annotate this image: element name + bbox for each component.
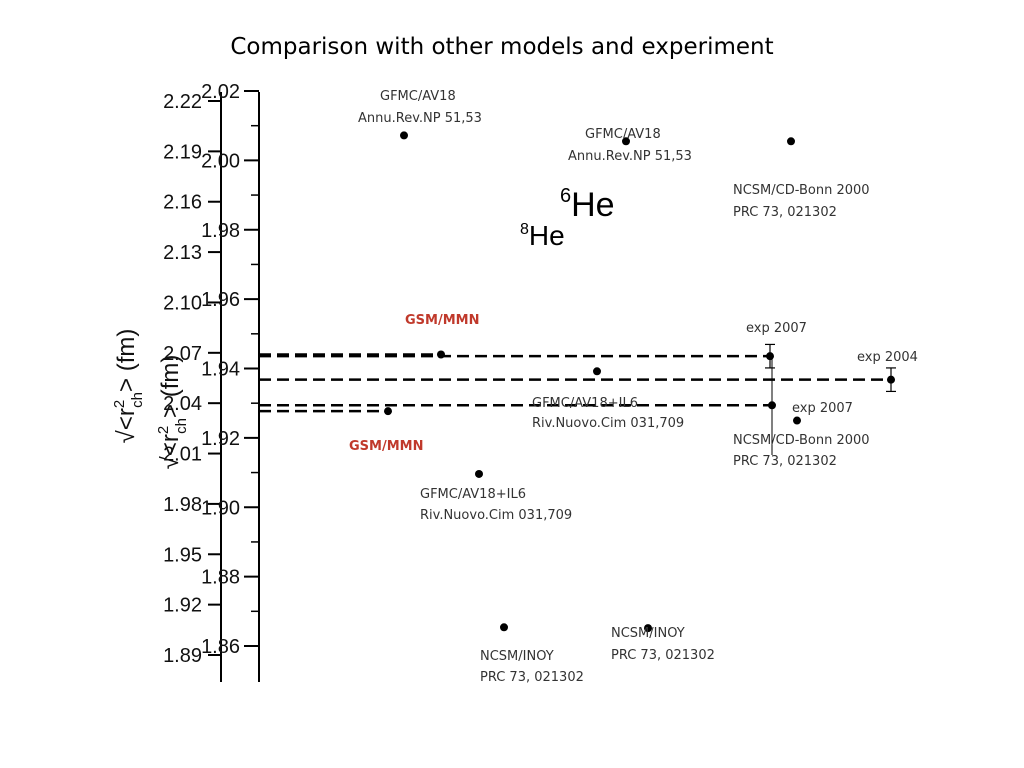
svg-text:√<r2ch> (fm): √<r2ch> (fm) — [111, 329, 146, 444]
y-axis-label-8he: √<r2ch> (fm) — [155, 355, 190, 470]
label-6he-gsm-mmn: GSM/MMN — [405, 313, 479, 328]
label-8he-gfmc-av18-ref: Annu.Rev.NP 51,53 — [358, 111, 482, 126]
label-6he-ncsm-cdbonn-ref: PRC 73, 021302 — [733, 205, 837, 220]
label-6he-gfmc-av18-ref: Annu.Rev.NP 51,53 — [568, 149, 692, 164]
isotope-6he-label: 6He — [560, 185, 615, 224]
point-6he-ncsm-cdbonn — [787, 137, 795, 146]
tick-label-6he: 2.16 — [163, 192, 202, 214]
label-6he-exp2004: exp 2004 — [857, 350, 918, 365]
isotope-6he-mass: 6 — [560, 185, 571, 207]
label-8he-ncsm-inoy-ref: PRC 73, 021302 — [480, 670, 584, 685]
label-6he-gfmc-il6: GFMC/AV18+IL6 — [532, 396, 638, 411]
label-6he-gfmc-il6-ref: Riv.Nuovo.Cim 031,709 — [532, 416, 684, 431]
tick-label-6he: 2.13 — [163, 242, 202, 264]
tick-label-8he: 1.88 — [201, 567, 240, 589]
tick-label-6he: 1.89 — [163, 645, 202, 667]
point-8he-ncsm-cdbonn — [793, 416, 801, 425]
point-6he-exp2007 — [766, 352, 774, 361]
tick-label-6he: 2.19 — [163, 141, 202, 163]
point-8he-gfmc-av18-il6 — [475, 469, 483, 478]
label-6he-gfmc-av18: GFMC/AV18 — [585, 127, 661, 142]
isotope-8he-label: 8He — [520, 220, 565, 251]
label-8he-gfmc-il6: GFMC/AV18+IL6 — [420, 487, 526, 502]
tick-label-8he: 1.90 — [201, 497, 240, 519]
label-6he-ncsm-cdbonn: NCSM/CD-Bonn 2000 — [733, 183, 870, 198]
page-title: Comparison with other models and experim… — [230, 34, 774, 60]
svg-text:√<r2ch> (fm): √<r2ch> (fm) — [155, 355, 190, 470]
point-8he-gfmc-av18 — [400, 131, 408, 140]
tick-label-6he: 2.10 — [163, 292, 202, 314]
tick-label-6he: 1.92 — [163, 595, 202, 617]
tick-label-6he: 1.98 — [163, 494, 202, 516]
label-8he-ncsm-cdbonn-ref: PRC 73, 021302 — [733, 454, 837, 469]
point-6he-gfmc-av18-il6 — [593, 367, 601, 376]
label-6he-exp2007: exp 2007 — [746, 321, 807, 336]
tick-label-8he: 1.94 — [201, 359, 240, 381]
tick-label-8he: 1.86 — [201, 636, 240, 658]
label-8he-gfmc-il6-ref: Riv.Nuovo.Cim 031,709 — [420, 508, 572, 523]
point-8he-exp2007 — [768, 401, 776, 410]
point-6he-gfmc-av18 — [622, 137, 630, 146]
tick-label-8he: 1.96 — [201, 289, 240, 311]
point-8he-ncsm-inoy — [500, 623, 508, 632]
label-6he-ncsm-inoy-ref: PRC 73, 021302 — [611, 648, 715, 663]
label-8he-ncsm-inoy: NCSM/INOY — [480, 649, 554, 664]
label-8he-exp2007: exp 2007 — [792, 401, 853, 416]
point-8he-gsm-mmn — [384, 407, 392, 416]
point-6he-ncsm-inoy — [644, 624, 652, 633]
point-6he-exp2004 — [887, 375, 895, 384]
point-6he-gsm-mmn — [437, 350, 445, 359]
tick-label-6he: 2.01 — [163, 444, 202, 466]
isotope-8he-mass: 8 — [520, 221, 529, 238]
tick-label-8he: 2.02 — [201, 81, 240, 103]
tick-label-6he: 2.04 — [163, 393, 202, 415]
tick-label-6he: 2.22 — [163, 91, 202, 113]
tick-label-6he: 2.07 — [163, 343, 202, 365]
label-8he-gsm-mmn: GSM/MMN — [349, 439, 423, 454]
label-8he-ncsm-cdbonn: NCSM/CD-Bonn 2000 — [733, 433, 870, 448]
tick-label-8he: 2.00 — [201, 150, 240, 172]
tick-label-8he: 1.98 — [201, 220, 240, 242]
label-8he-gfmc-av18: GFMC/AV18 — [380, 89, 456, 104]
tick-label-6he: 1.95 — [163, 544, 202, 566]
tick-label-8he: 1.92 — [201, 428, 240, 450]
y-axis-label-6he: √<r2ch> (fm) — [111, 329, 146, 444]
label-6he-ncsm-inoy: NCSM/INOY — [611, 626, 685, 641]
